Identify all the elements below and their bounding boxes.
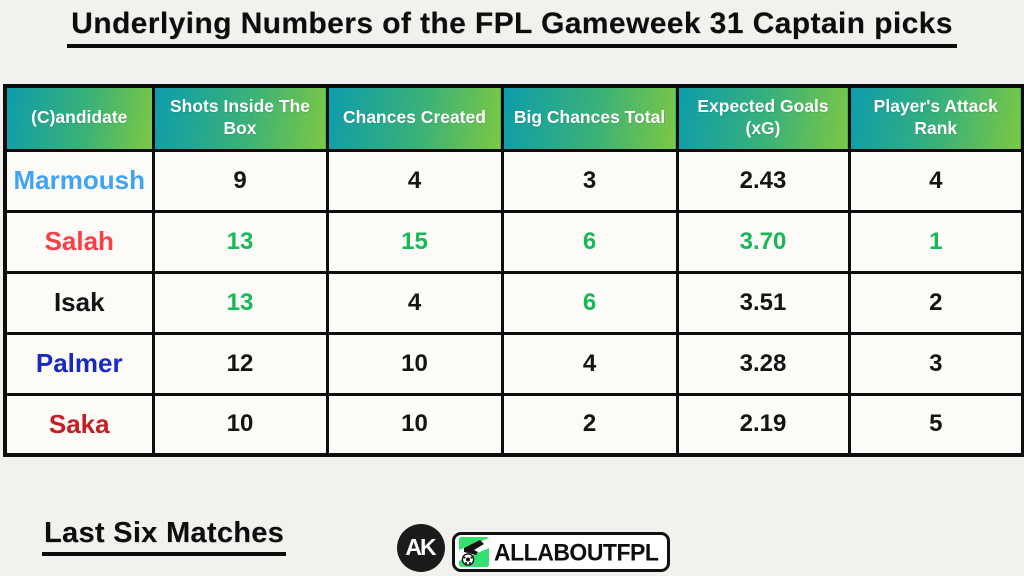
stat-value: 13 [151,209,329,274]
column-header-chances-created: Chances Created [325,84,504,152]
stat-value: 2 [500,392,679,457]
stat-value: 3.51 [675,270,851,335]
stat-value: 6 [500,209,679,274]
stat-value: 13 [151,270,329,335]
stat-value: 3 [847,331,1024,396]
title-wrap: Underlying Numbers of the FPL Gameweek 3… [0,5,1024,48]
column-header-big-chances-total: Big Chances Total [500,84,679,152]
table-row-palmer: Palmer 12 10 4 3.28 3 [3,331,1024,396]
stat-value: 4 [325,148,504,213]
stat-value: 6 [500,270,679,335]
stat-value: 15 [325,209,504,274]
stat-value: 2.43 [675,148,851,213]
stat-value: 5 [847,392,1024,457]
stat-value: 3.28 [675,331,851,396]
table-row-saka: Saka 10 10 2 2.19 5 [3,392,1024,457]
stat-value: 12 [151,331,329,396]
stat-value: 4 [500,331,679,396]
table-row-salah: Salah 13 15 6 3.70 1 [3,209,1024,274]
stat-value: 2 [847,270,1024,335]
stat-value: 2.19 [675,392,851,457]
footer-logos: AK ALLABOUTFPL [397,523,671,572]
table-row-isak: Isak 13 4 6 3.51 2 [3,270,1024,335]
boot-and-ball-icon [459,537,489,567]
table-row-marmoush: Marmoush 9 4 3 2.43 4 [3,148,1024,213]
player-name: Saka [3,392,155,457]
stat-value: 1 [847,209,1024,274]
page-title: Underlying Numbers of the FPL Gameweek 3… [67,5,957,48]
column-header-expected-goals: Expected Goals (xG) [675,84,851,152]
player-name: Salah [3,209,155,274]
captain-stats-table: (C)andidate Shots Inside The Box Chances… [3,84,1024,457]
player-name: Isak [3,270,155,335]
player-name: Palmer [3,331,155,396]
column-header-attack-rank: Player's Attack Rank [847,84,1024,152]
ak-monogram: AK [405,534,436,560]
stat-value: 10 [325,331,504,396]
ak-logo: AK [397,523,445,572]
player-name: Marmoush [3,148,155,213]
timeframe-note: Last Six Matches [42,517,287,556]
header-row: (C)andidate Shots Inside The Box Chances… [3,84,1024,152]
stat-value: 3.70 [675,209,851,274]
stat-value: 10 [325,392,504,457]
stat-value: 4 [847,148,1024,213]
stat-value: 10 [151,392,329,457]
stat-value: 3 [500,148,679,213]
column-header-shots-inside-box: Shots Inside The Box [151,84,329,152]
brand-name: ALLABOUTFPL [494,537,659,566]
allaboutfpl-logo: ALLABOUTFPL [452,532,671,572]
stat-value: 9 [151,148,329,213]
stat-value: 4 [325,270,504,335]
column-header-candidate: (C)andidate [3,84,155,152]
